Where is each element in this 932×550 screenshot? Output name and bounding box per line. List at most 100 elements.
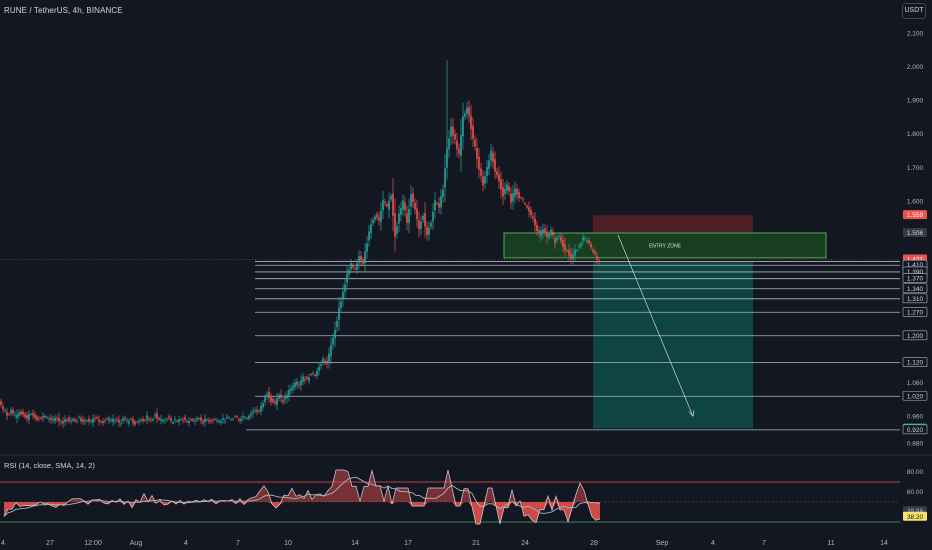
candle-body bbox=[22, 411, 24, 415]
price-tick-label: 1.800 bbox=[907, 131, 924, 138]
candle-body bbox=[10, 409, 12, 414]
candle-body bbox=[510, 193, 512, 203]
candle-body bbox=[362, 259, 364, 264]
candle-body bbox=[562, 239, 564, 248]
candle-body bbox=[52, 418, 54, 421]
candlesticks bbox=[0, 60, 600, 429]
candle-body bbox=[150, 419, 152, 421]
candle-body bbox=[402, 200, 404, 210]
candle-body bbox=[228, 417, 230, 419]
candle-body bbox=[156, 413, 158, 419]
candle-body bbox=[394, 213, 396, 237]
rsi-overbought-fill bbox=[4, 470, 600, 502]
candle-body bbox=[84, 420, 86, 422]
candle-body bbox=[314, 375, 316, 376]
price-axis[interactable]: 2.100 2.000 1.900 1.800 1.700 1.600 1.506 1.559… bbox=[902, 30, 928, 521]
candle-body bbox=[128, 421, 130, 424]
price-tick-label: 2.000 bbox=[907, 64, 924, 71]
candle-body bbox=[200, 417, 202, 421]
level-badge bbox=[902, 306, 928, 317]
candle-body bbox=[366, 243, 368, 252]
candle-body bbox=[572, 254, 574, 260]
candle-body bbox=[532, 216, 534, 219]
candle-body bbox=[164, 420, 166, 422]
candle-body bbox=[460, 134, 462, 156]
candle-body bbox=[272, 398, 274, 403]
candle-body bbox=[74, 419, 76, 422]
candle-body bbox=[306, 377, 308, 379]
candle-body bbox=[554, 238, 556, 244]
candle-body bbox=[322, 358, 324, 363]
candle-body bbox=[248, 415, 250, 419]
candle-body bbox=[234, 416, 236, 418]
candle-body bbox=[466, 107, 468, 114]
candle-body bbox=[462, 116, 464, 137]
candle-body bbox=[418, 220, 420, 230]
candle-body bbox=[598, 260, 600, 262]
candle-body bbox=[358, 256, 360, 264]
candle-body bbox=[28, 414, 30, 420]
candle-body bbox=[254, 410, 256, 412]
candle-body bbox=[86, 420, 88, 422]
candle-body bbox=[266, 394, 268, 398]
candle-body bbox=[440, 196, 442, 208]
time-tick-label: 14 bbox=[880, 540, 888, 547]
candle-body bbox=[330, 345, 332, 357]
candle-body bbox=[26, 415, 28, 419]
candle-body bbox=[238, 419, 240, 421]
candle-body bbox=[344, 284, 346, 292]
candle-body bbox=[210, 420, 212, 422]
candle-body bbox=[224, 420, 226, 422]
candle-body bbox=[214, 419, 216, 420]
entry-zone-label: ENTRY ZONE bbox=[649, 243, 682, 249]
price-tick-label: 1.600 bbox=[907, 198, 924, 205]
candle-body bbox=[342, 291, 344, 300]
candle-body bbox=[240, 418, 242, 421]
candle-body bbox=[98, 419, 100, 422]
candle-body bbox=[190, 419, 192, 421]
candle-body bbox=[444, 168, 446, 188]
level-badge-label: 1.020 bbox=[907, 393, 924, 400]
candle-body bbox=[142, 418, 144, 422]
candle-body bbox=[456, 140, 458, 149]
arrow-shaft bbox=[617, 234, 694, 417]
candle-body bbox=[438, 203, 440, 208]
candle-body bbox=[12, 410, 14, 414]
candle-body bbox=[570, 253, 572, 259]
candle-body bbox=[80, 418, 82, 422]
symbol-title: RUNE / TetherUS, 4h, BINANCE bbox=[4, 6, 123, 15]
candle-body bbox=[420, 221, 422, 229]
horizontal-levels bbox=[0, 259, 900, 431]
time-tick-label: 4 bbox=[184, 540, 188, 547]
candle-body bbox=[138, 421, 140, 423]
candle-body bbox=[116, 419, 118, 421]
candle-body bbox=[206, 419, 208, 421]
level-badge bbox=[902, 273, 928, 283]
candle-body bbox=[46, 417, 48, 418]
candle-body bbox=[590, 244, 592, 248]
candle-body bbox=[176, 420, 178, 422]
candle-body bbox=[494, 159, 496, 172]
level-badge bbox=[902, 330, 928, 341]
candle-body bbox=[106, 418, 108, 420]
rsi-tick-label: 38.20 bbox=[907, 514, 924, 521]
candle-body bbox=[252, 411, 254, 414]
candle-body bbox=[56, 418, 58, 420]
candle-body bbox=[568, 249, 570, 256]
candle-body bbox=[468, 107, 470, 116]
candle-body bbox=[320, 364, 322, 366]
candle-body bbox=[428, 227, 430, 235]
candle-body bbox=[2, 406, 4, 410]
projection-arrow bbox=[617, 234, 695, 417]
currency-button[interactable]: USDT bbox=[902, 3, 926, 19]
candle-body bbox=[274, 401, 276, 404]
candle-body bbox=[398, 213, 400, 224]
candle-body bbox=[170, 418, 172, 421]
candle-body bbox=[400, 207, 402, 215]
candle-body bbox=[60, 421, 62, 423]
time-axis[interactable]: 4 27 12:00 Aug 4 7 10 14 17 21 24 28 Sep 4 7 11 14 bbox=[1, 540, 888, 547]
candle-body bbox=[112, 419, 114, 422]
candle-body bbox=[280, 394, 282, 398]
candle-body bbox=[104, 420, 106, 422]
